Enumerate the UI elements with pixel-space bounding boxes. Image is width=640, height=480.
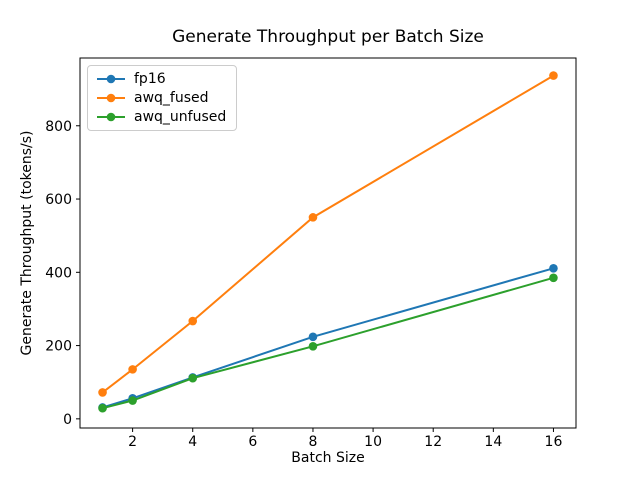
x-tick-label: 12: [424, 434, 442, 450]
series-line-awq_unfused: [102, 276, 554, 410]
y-tick-label: 200: [45, 339, 72, 355]
legend-swatch-awq_fused: [97, 93, 125, 103]
data-point-awq_unfused-2: [128, 396, 137, 405]
y-tick-label: 600: [45, 192, 72, 208]
x-tick-label: 4: [188, 434, 197, 450]
axes-spines: [79, 57, 577, 429]
legend-item-fp16: fp16: [96, 70, 226, 89]
data-point-awq_unfused-8: [308, 342, 318, 351]
y-tick-label: 0: [63, 412, 72, 428]
data-point-awq_fused-2: [128, 365, 137, 374]
data-point-awq_fused-8: [308, 213, 318, 222]
x-tick-label: 8: [309, 434, 318, 450]
data-point-fp16-8: [308, 332, 318, 342]
legend: fp16 awq_fused awq_unfused: [87, 65, 238, 131]
legend-item-awq_unfused: awq_unfused: [96, 107, 226, 126]
legend-marker-sample: [106, 112, 116, 121]
x-tick-label: 16: [545, 434, 563, 450]
legend-label: fp16: [134, 71, 166, 88]
data-point-awq_unfused-16: [549, 273, 558, 283]
y-tick-label: 800: [45, 119, 72, 135]
x-tick-label: 2: [128, 434, 137, 450]
data-point-awq_fused-16: [549, 71, 558, 80]
y-tick-label: 400: [45, 265, 72, 281]
data-point-fp16-16: [549, 263, 558, 273]
data-point-awq_unfused-1: [98, 403, 107, 413]
legend-label: awq_unfused: [134, 108, 227, 125]
data-point-awq_fused-1: [98, 388, 107, 397]
x-tick-label: 14: [484, 434, 502, 450]
legend-swatch-fp16: [97, 75, 125, 84]
data-point-awq_unfused-4: [188, 373, 198, 383]
legend-marker-sample: [106, 75, 116, 84]
x-tick-label: 6: [248, 434, 257, 450]
x-tick-label: 10: [364, 434, 382, 450]
data-point-awq_fused-4: [188, 316, 198, 326]
legend-item-awq_fused: awq_fused: [96, 89, 226, 108]
legend-label: awq_fused: [134, 90, 209, 106]
legend-marker-sample: [106, 93, 116, 103]
x-axis-label: Batch Size: [291, 450, 365, 466]
chart-title: Generate Throughput per Batch Size: [172, 27, 484, 47]
legend-swatch-awq_unfused: [97, 112, 125, 121]
